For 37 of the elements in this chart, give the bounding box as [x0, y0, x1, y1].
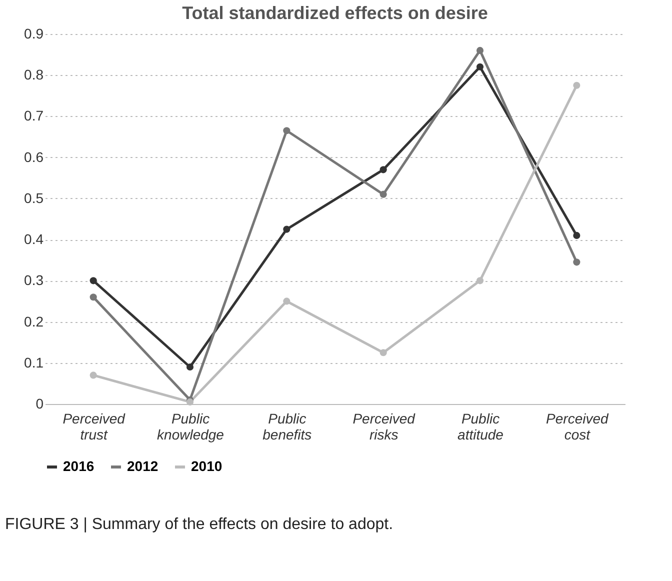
x-tick-label: Public attitude: [458, 410, 504, 442]
caption: FIGURE 3 | Summary of the effects on desire to adopt.: [5, 516, 394, 533]
point: [573, 82, 580, 89]
point: [476, 63, 484, 70]
y-tick-label: 0: [36, 396, 44, 412]
legend-label: 2016: [63, 458, 94, 474]
y-tick-label: 0.2: [24, 313, 44, 330]
point: [283, 127, 290, 134]
legend-label: 2010: [191, 458, 222, 474]
x-tick-label: Public knowledge: [157, 410, 224, 442]
point: [380, 349, 387, 356]
point: [573, 258, 580, 266]
x-tick-label: Perceived trust: [62, 410, 126, 442]
point: [380, 190, 387, 198]
point: [186, 363, 194, 371]
y-tick-label: 0.4: [24, 231, 44, 248]
point: [380, 166, 387, 174]
y-tick-label: 0.7: [24, 108, 44, 124]
point: [90, 372, 97, 379]
point: [476, 277, 484, 284]
point: [476, 46, 484, 54]
y-tick-label: 0.8: [24, 66, 44, 83]
point: [283, 298, 290, 305]
point: [283, 226, 290, 233]
point: [573, 232, 580, 239]
x-tick-label: Perceived cost: [546, 410, 610, 442]
y-tick-label: 0.6: [24, 148, 44, 165]
x-tick-label: Public benefits: [262, 410, 312, 442]
y-tick-label: 0.9: [24, 26, 44, 42]
point: [90, 277, 97, 284]
point: [90, 294, 97, 301]
y-tick-label: 0.1: [24, 354, 44, 370]
x-tick-label: Perceived risks: [352, 410, 416, 442]
y-tick-label: 0.5: [24, 190, 44, 206]
legend-label: 2012: [127, 458, 158, 474]
y-tick-label: 0.3: [24, 272, 44, 288]
chart-title: Total standardized effects on desire: [182, 3, 488, 23]
